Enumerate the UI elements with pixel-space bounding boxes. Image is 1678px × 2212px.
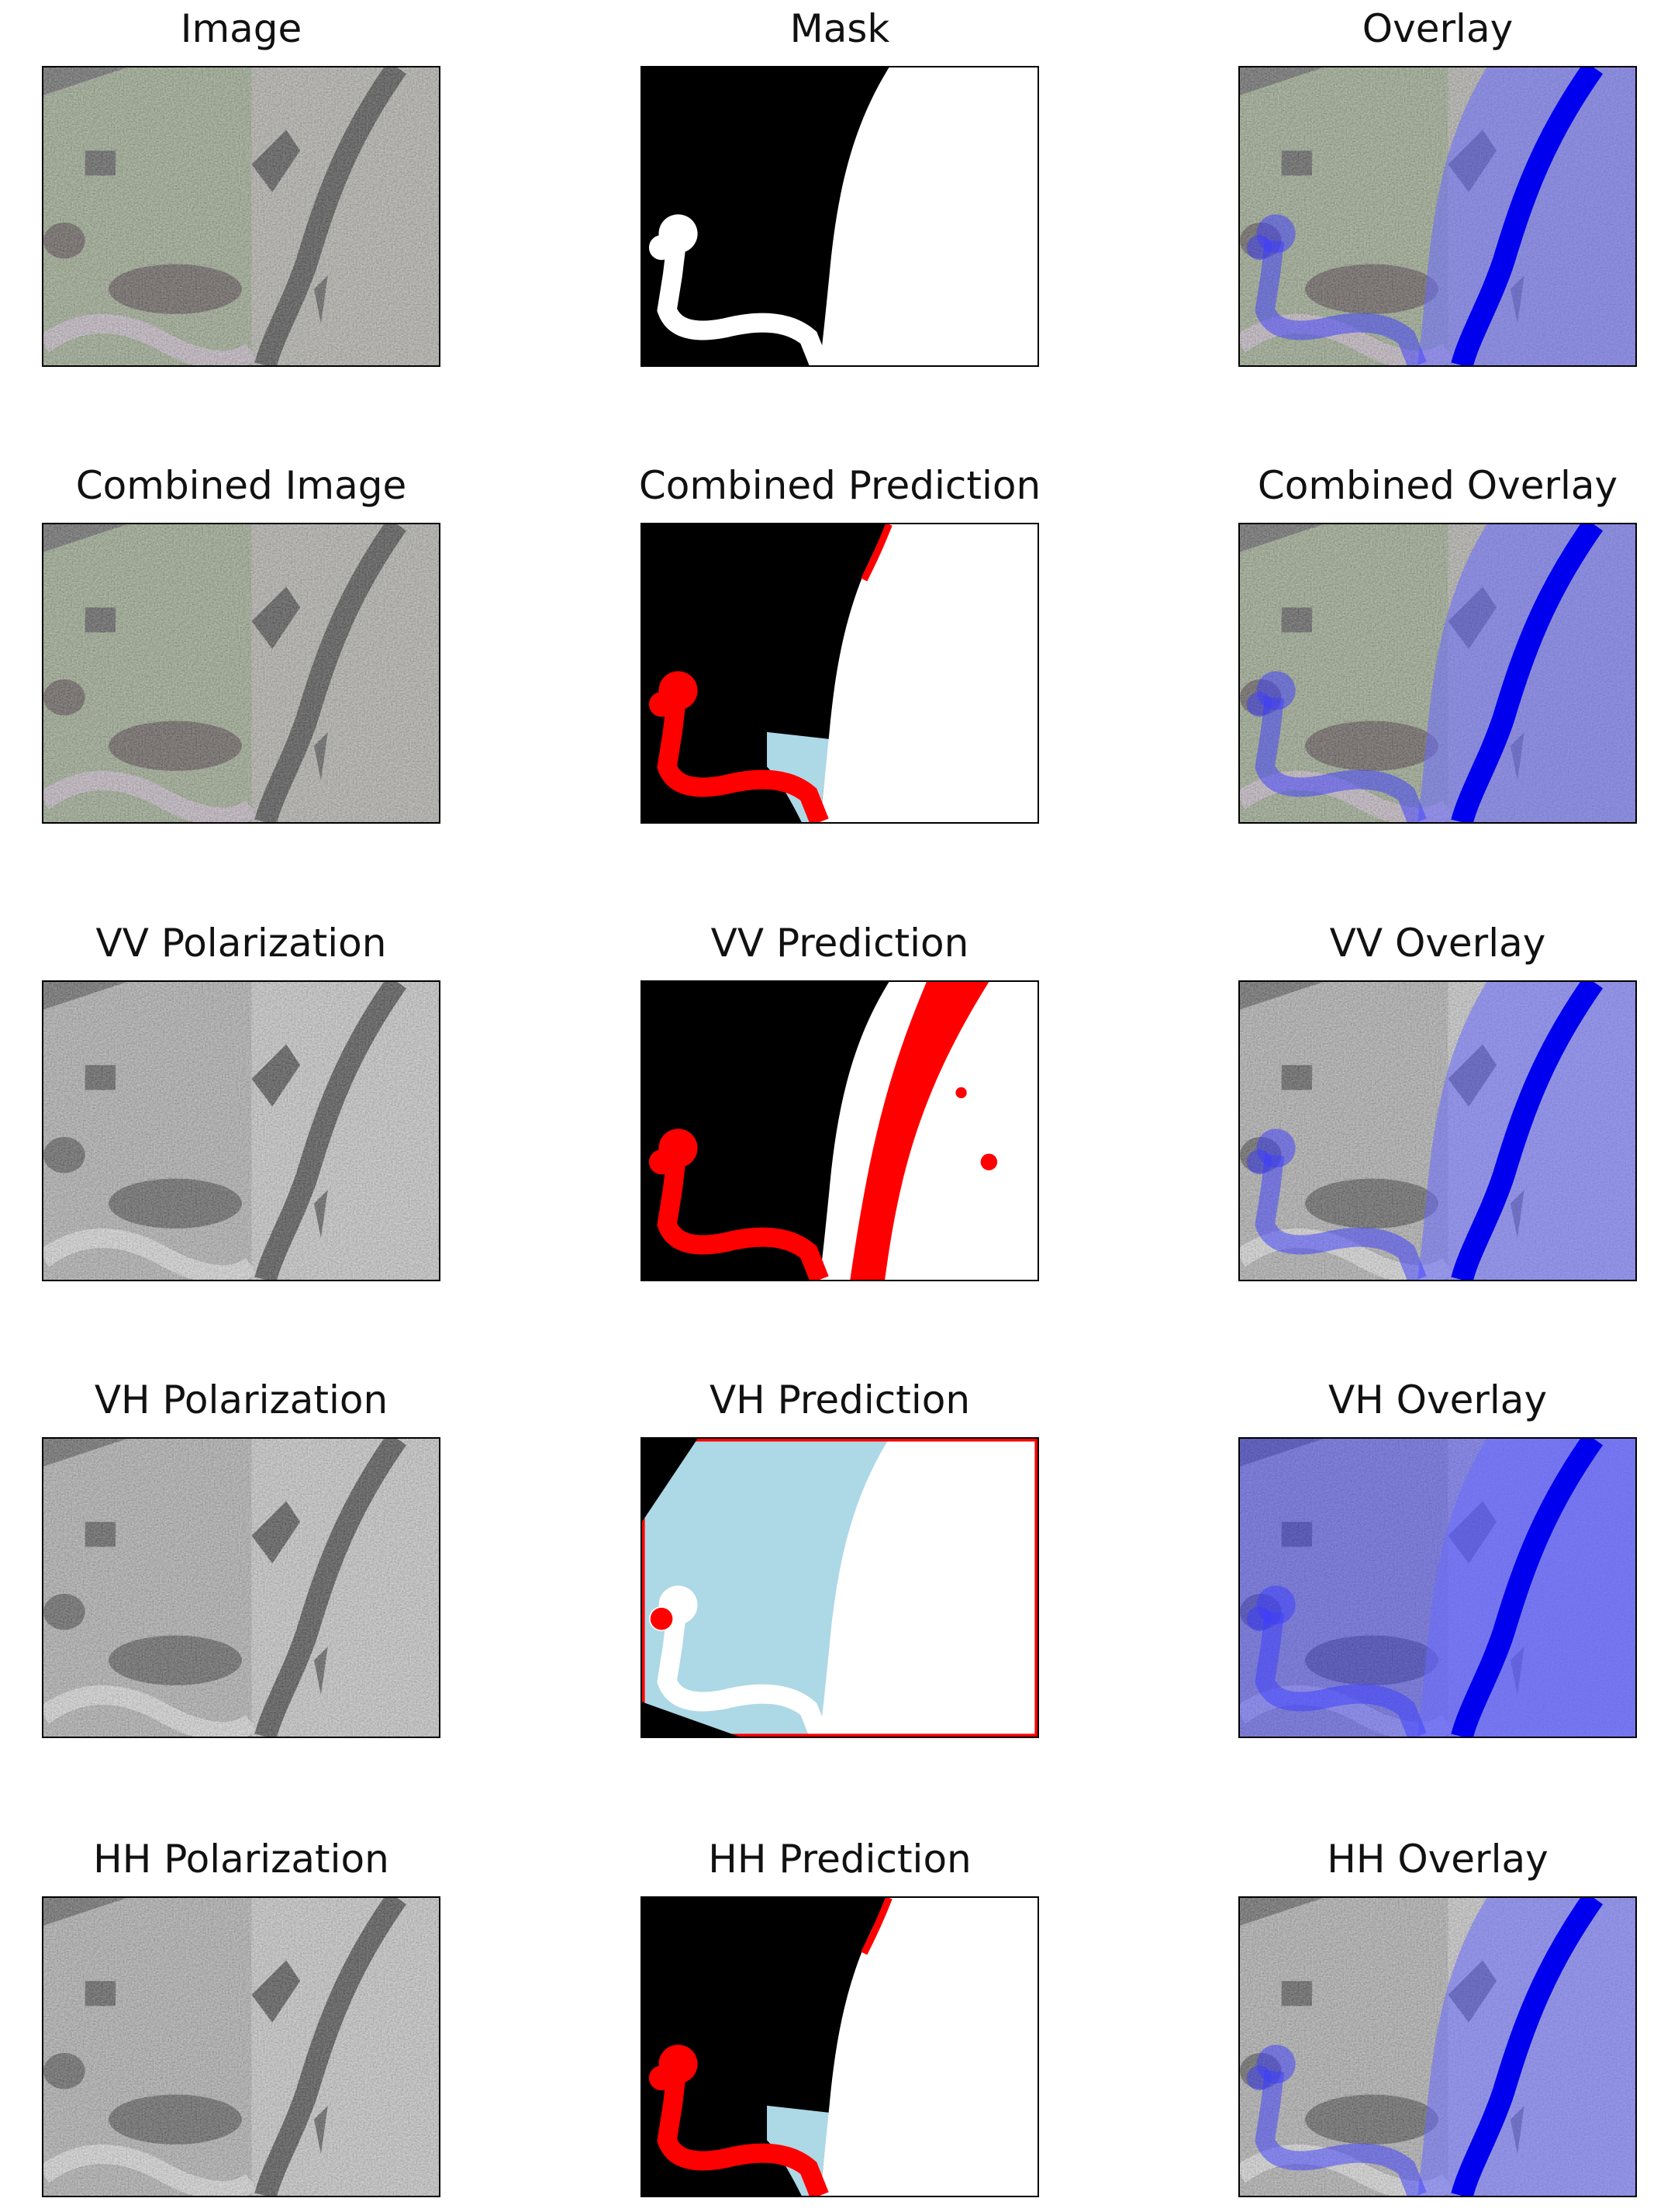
image xyxy=(43,1898,439,2196)
panel-title: Combined Prediction xyxy=(491,462,1189,509)
image-shape xyxy=(43,67,439,365)
image-panel xyxy=(42,1437,440,1738)
image xyxy=(1240,67,1635,365)
image xyxy=(43,982,439,1280)
image-panel xyxy=(42,523,440,824)
image xyxy=(43,67,439,365)
image xyxy=(642,67,1038,365)
image-panel xyxy=(42,66,440,367)
image xyxy=(642,982,1038,1280)
panel-title: VV Overlay xyxy=(1089,920,1678,966)
image-panel xyxy=(1238,66,1637,367)
panel-title: HH Overlay xyxy=(1089,1836,1678,1882)
image-panel xyxy=(42,1896,440,2197)
panel-title: Mask xyxy=(491,5,1189,52)
image xyxy=(642,1898,1038,2196)
image xyxy=(1240,524,1635,822)
image-panel xyxy=(640,66,1039,367)
image-panel xyxy=(1238,1437,1637,1738)
figure: (() => { const data = JSON.parse(documen… xyxy=(0,0,1678,2212)
image xyxy=(1240,1439,1635,1737)
panel-title: VH Prediction xyxy=(491,1377,1189,1423)
image-panel xyxy=(640,523,1039,824)
image-panel xyxy=(1238,1896,1637,2197)
panel-title: VH Overlay xyxy=(1089,1377,1678,1423)
image-panel xyxy=(640,1896,1039,2197)
image-shape xyxy=(981,1153,997,1170)
image-shape xyxy=(43,1898,439,2196)
image xyxy=(642,524,1038,822)
image-panel xyxy=(640,1437,1039,1738)
image-panel xyxy=(640,980,1039,1281)
panel-title: VV Prediction xyxy=(491,920,1189,966)
image-panel xyxy=(42,980,440,1281)
image-panel xyxy=(1238,523,1637,824)
image-shape xyxy=(43,524,439,822)
image xyxy=(1240,982,1635,1280)
image xyxy=(43,524,439,822)
image xyxy=(642,1439,1038,1737)
image-panel xyxy=(1238,980,1637,1281)
image-shape xyxy=(955,1087,966,1098)
image xyxy=(43,1439,439,1737)
image-shape xyxy=(43,982,439,1280)
image-shape xyxy=(651,1608,673,1630)
image-shape xyxy=(43,1439,439,1737)
panel-title: HH Prediction xyxy=(491,1836,1189,1882)
panel-title: Overlay xyxy=(1089,5,1678,52)
panel-title: Combined Overlay xyxy=(1089,462,1678,509)
image xyxy=(1240,1898,1635,2196)
